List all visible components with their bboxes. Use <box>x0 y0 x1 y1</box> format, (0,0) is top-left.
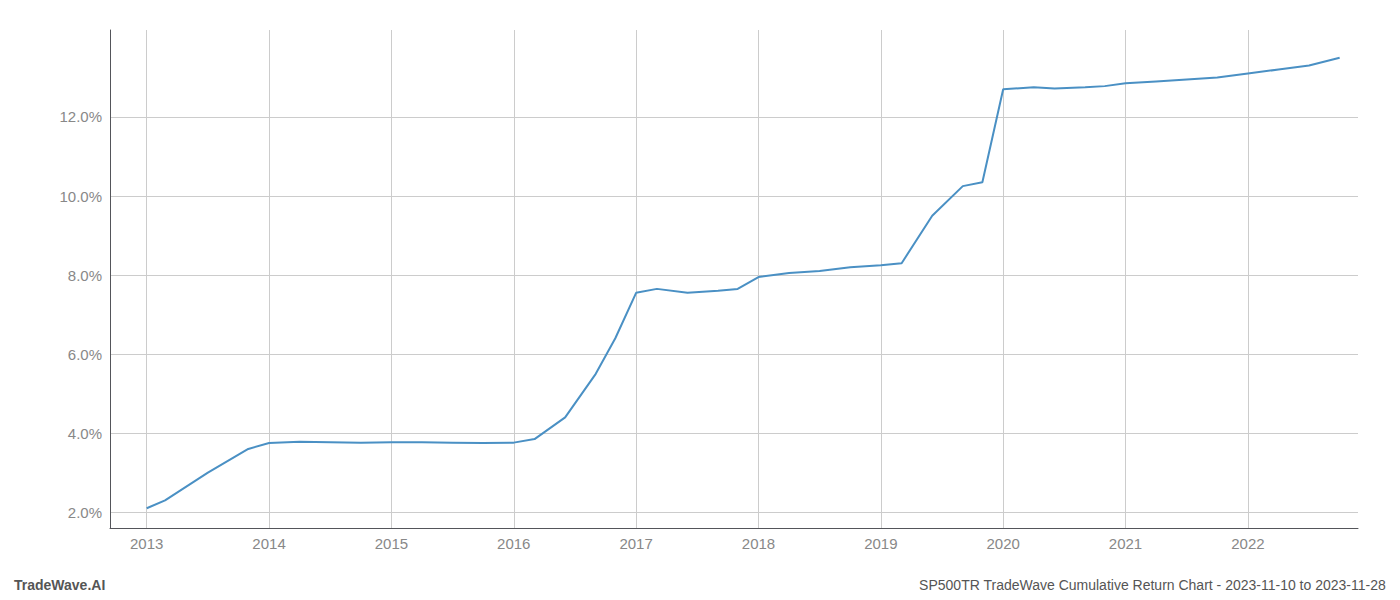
svg-text:2022: 2022 <box>1231 535 1264 552</box>
svg-text:2.0%: 2.0% <box>68 504 102 521</box>
svg-text:10.0%: 10.0% <box>59 188 102 205</box>
svg-text:2019: 2019 <box>864 535 897 552</box>
svg-text:2020: 2020 <box>986 535 1019 552</box>
svg-text:TradeWave.AI: TradeWave.AI <box>14 577 105 593</box>
svg-text:2016: 2016 <box>497 535 530 552</box>
svg-text:2017: 2017 <box>619 535 652 552</box>
svg-text:8.0%: 8.0% <box>68 267 102 284</box>
svg-text:2015: 2015 <box>375 535 408 552</box>
svg-text:2013: 2013 <box>130 535 163 552</box>
svg-text:2018: 2018 <box>742 535 775 552</box>
svg-text:2014: 2014 <box>252 535 285 552</box>
svg-text:2021: 2021 <box>1109 535 1142 552</box>
svg-text:4.0%: 4.0% <box>68 425 102 442</box>
svg-text:6.0%: 6.0% <box>68 346 102 363</box>
svg-text:12.0%: 12.0% <box>59 108 102 125</box>
svg-text:SP500TR TradeWave Cumulative R: SP500TR TradeWave Cumulative Return Char… <box>919 577 1386 593</box>
